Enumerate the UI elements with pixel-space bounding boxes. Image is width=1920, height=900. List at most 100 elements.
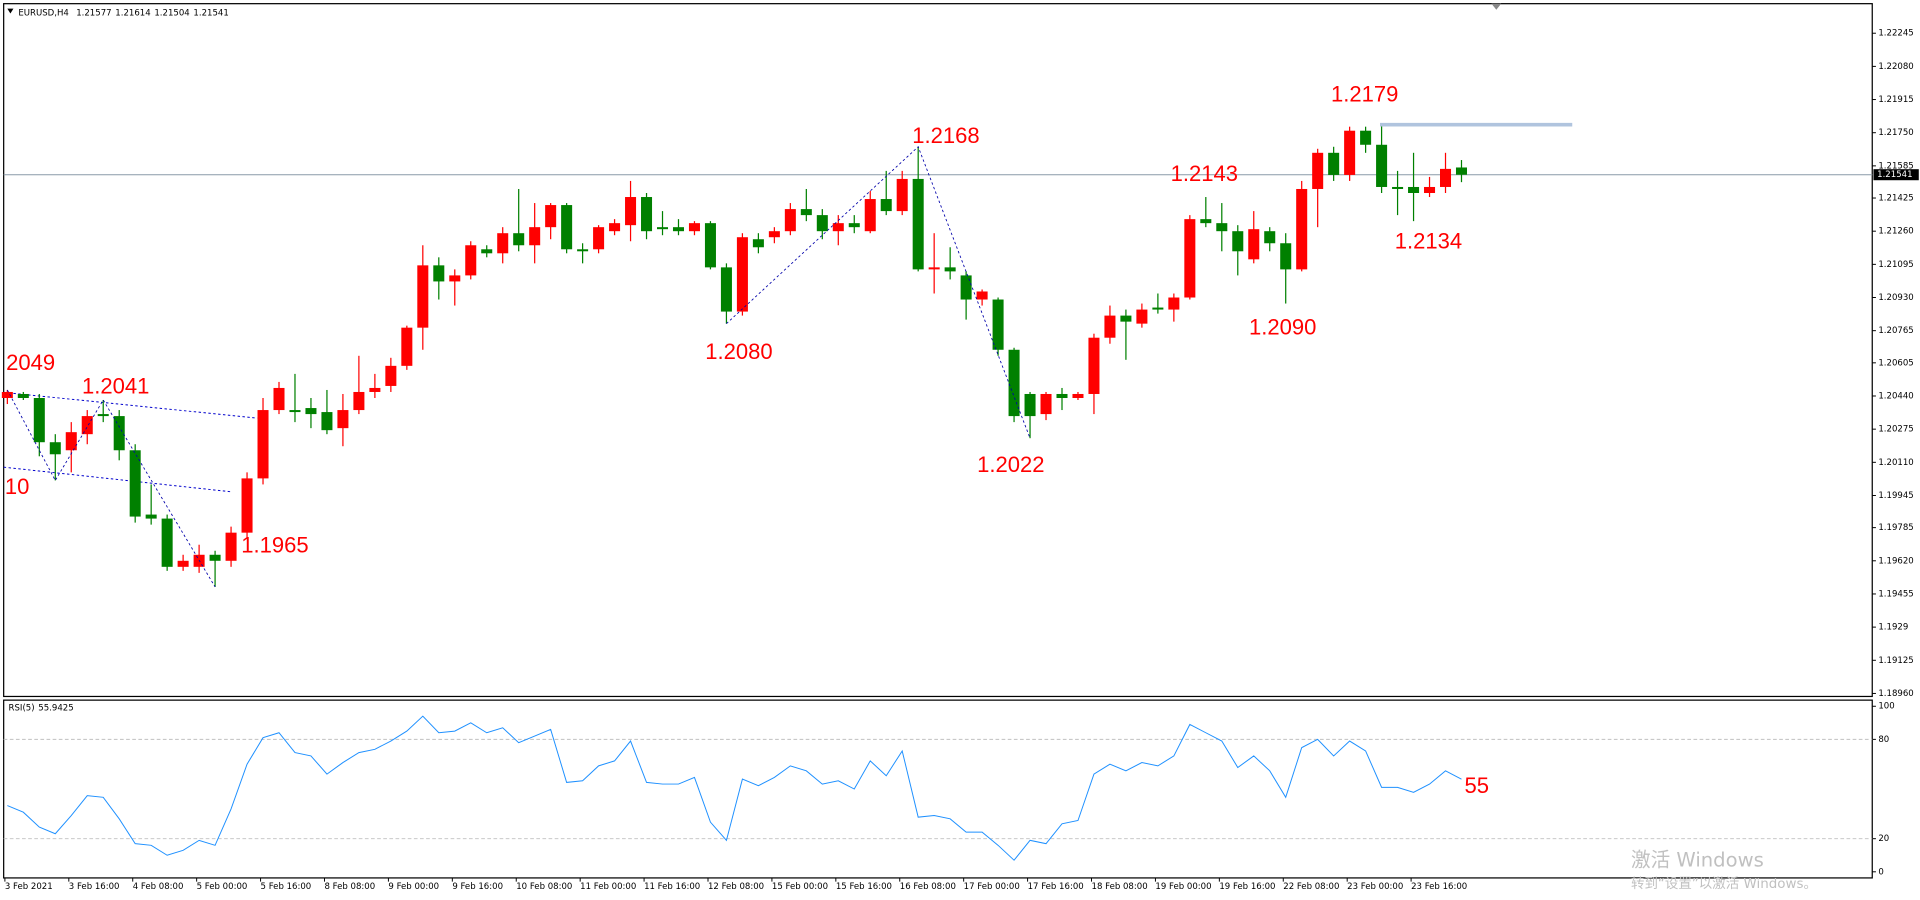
candle-body bbox=[816, 215, 828, 232]
x-tick-label: 19 Feb 00:00 bbox=[1155, 882, 1211, 892]
candle-body bbox=[1184, 219, 1196, 298]
candle-body bbox=[1280, 243, 1292, 270]
header-field: RSI(5) bbox=[9, 703, 35, 713]
candle-body bbox=[928, 267, 940, 270]
candle-body bbox=[752, 239, 764, 248]
candle-body bbox=[305, 408, 317, 415]
candle-body bbox=[1056, 393, 1068, 399]
candle-body bbox=[657, 227, 669, 230]
header-field: 1.21614 bbox=[115, 8, 150, 18]
x-tick-label: 11 Feb 16:00 bbox=[644, 882, 700, 892]
candle-body bbox=[848, 223, 860, 228]
menu-arrow[interactable] bbox=[7, 8, 14, 14]
y-tick-label: 1.21915 bbox=[1878, 95, 1913, 105]
candle-body bbox=[433, 265, 445, 282]
pivot-label: 1.1965 bbox=[241, 533, 308, 558]
y-tick-label: 1.20765 bbox=[1878, 326, 1913, 336]
candle-body bbox=[1136, 309, 1148, 324]
y-tick-label: 1.22245 bbox=[1878, 29, 1913, 39]
candle-body bbox=[161, 518, 173, 567]
x-tick-label: 8 Feb 08:00 bbox=[324, 882, 375, 892]
candle-body bbox=[1344, 130, 1356, 175]
candle-body bbox=[337, 410, 349, 429]
candle-body bbox=[800, 209, 812, 216]
candle-body bbox=[1264, 231, 1276, 244]
x-tick-label: 5 Feb 16:00 bbox=[261, 882, 312, 892]
candle-body bbox=[1296, 188, 1308, 270]
candle-body bbox=[17, 393, 29, 399]
candle-body bbox=[832, 223, 844, 232]
candle-body bbox=[1024, 393, 1036, 417]
x-tick-label: 17 Feb 00:00 bbox=[964, 882, 1020, 892]
y-tick-label: 1.18960 bbox=[1878, 689, 1913, 699]
pivot-label: 2049 bbox=[6, 350, 55, 375]
candle-body bbox=[768, 231, 780, 238]
candle-body bbox=[720, 267, 732, 312]
watermark: 激活 Windows bbox=[1631, 848, 1764, 871]
candle-body bbox=[880, 199, 892, 212]
candle-body bbox=[577, 249, 589, 252]
zigzag-line bbox=[726, 146, 1031, 439]
candle-body bbox=[49, 442, 61, 455]
y-tick-label: 1.21425 bbox=[1878, 194, 1913, 204]
x-tick-label: 9 Feb 00:00 bbox=[388, 882, 439, 892]
pivot-label: 1.2143 bbox=[1171, 161, 1238, 186]
x-tick-label: 22 Feb 08:00 bbox=[1283, 882, 1339, 892]
candle-body bbox=[1216, 223, 1228, 232]
pivot-label: 1.2090 bbox=[1249, 314, 1316, 339]
x-tick-label: 15 Feb 16:00 bbox=[836, 882, 892, 892]
x-tick-label: 12 Feb 08:00 bbox=[708, 882, 764, 892]
x-tick-label: 18 Feb 08:00 bbox=[1092, 882, 1148, 892]
candle-body bbox=[561, 205, 573, 250]
candle-body bbox=[1088, 337, 1100, 394]
x-tick-label: 15 Feb 00:00 bbox=[772, 882, 828, 892]
channel-line bbox=[3, 391, 258, 419]
pivot-label: 1.2168 bbox=[912, 123, 979, 148]
candle-body bbox=[1360, 130, 1372, 145]
y-tick-label: 1.19125 bbox=[1878, 656, 1913, 666]
candle-body bbox=[1200, 219, 1212, 224]
x-tick-label: 10 Feb 08:00 bbox=[516, 882, 572, 892]
rsi-label: 55 bbox=[1464, 773, 1489, 798]
x-tick-label: 23 Feb 00:00 bbox=[1347, 882, 1403, 892]
candle-body bbox=[1, 391, 13, 399]
y-tick-label: 1.19455 bbox=[1878, 589, 1913, 599]
y-tick-label: 1.21260 bbox=[1878, 227, 1913, 237]
candle-body bbox=[241, 478, 253, 533]
y-tick-label: 100 bbox=[1878, 702, 1894, 712]
candle-body bbox=[145, 514, 157, 519]
candle-body bbox=[1424, 186, 1436, 194]
y-tick-label: 1.21585 bbox=[1878, 161, 1913, 171]
scroll-marker bbox=[1491, 3, 1502, 10]
candle-body bbox=[353, 391, 365, 411]
y-tick-label: 1.20930 bbox=[1878, 293, 1913, 303]
pivot-label: 1.2080 bbox=[705, 339, 772, 364]
x-tick-label: 19 Feb 16:00 bbox=[1219, 882, 1275, 892]
candle-body bbox=[113, 416, 125, 451]
candle-body bbox=[736, 237, 748, 312]
zigzag-line bbox=[6, 389, 216, 588]
candle-body bbox=[449, 275, 461, 282]
candle-body bbox=[1440, 168, 1452, 187]
header-field: 55.9425 bbox=[38, 703, 73, 713]
candle-body bbox=[529, 227, 541, 246]
candle-body bbox=[609, 223, 621, 232]
chart-header: EURUSD,H4 1.21577 1.21614 1.21504 1.21541 bbox=[18, 8, 228, 18]
y-tick-label: 1.1929 bbox=[1878, 623, 1908, 633]
y-tick-label: 1.20275 bbox=[1878, 425, 1913, 435]
candle-body bbox=[976, 291, 988, 300]
candle-body bbox=[385, 365, 397, 386]
candle-body bbox=[593, 227, 605, 250]
y-tick-label: 80 bbox=[1878, 735, 1889, 745]
y-tick-label: 1.19785 bbox=[1878, 523, 1913, 533]
x-tick-label: 4 Feb 08:00 bbox=[133, 882, 184, 892]
rsi-header: RSI(5) 55.9425 bbox=[9, 703, 74, 713]
candle-body bbox=[912, 178, 924, 270]
candle-body bbox=[545, 205, 557, 228]
candle-body bbox=[321, 412, 333, 431]
pivot-label: 1.2179 bbox=[1331, 81, 1398, 106]
candle-body bbox=[641, 197, 653, 232]
candle-body bbox=[289, 410, 301, 413]
